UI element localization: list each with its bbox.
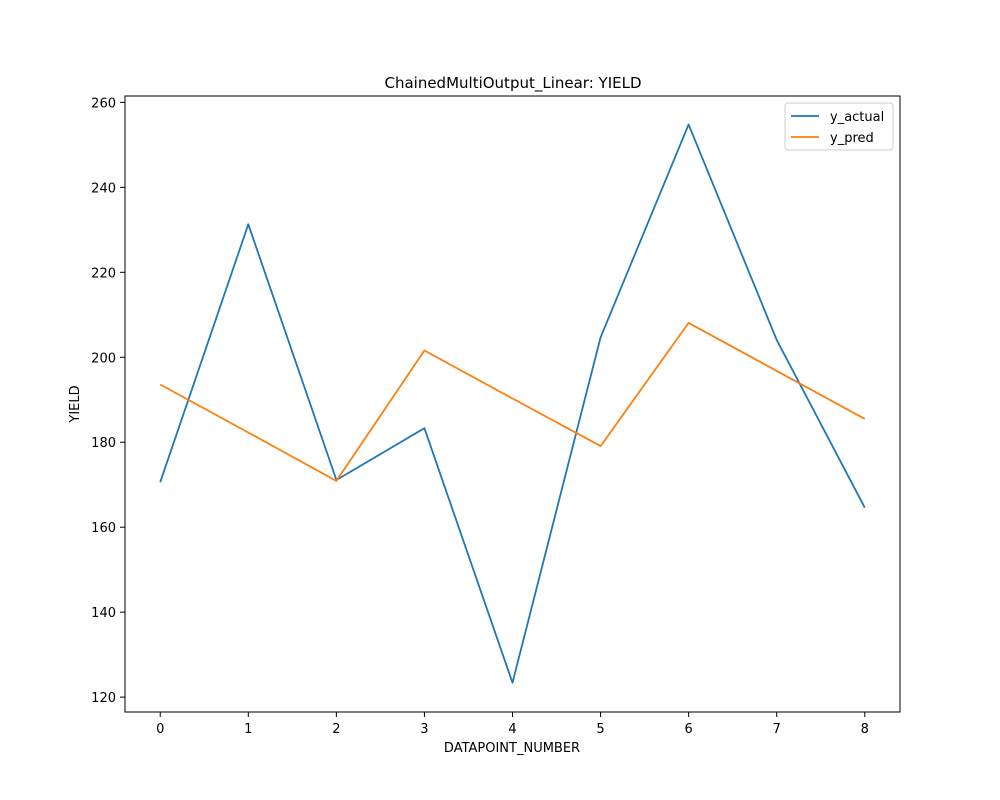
x-tick-label: 2 bbox=[332, 722, 340, 737]
y-tick-label: 260 bbox=[91, 96, 116, 111]
legend-label-y-pred: y_pred bbox=[830, 131, 874, 146]
x-tick-label: 3 bbox=[420, 722, 428, 737]
y-tick-label: 220 bbox=[91, 266, 116, 281]
y-tick-label: 200 bbox=[91, 351, 116, 366]
y-tick-label: 140 bbox=[91, 606, 116, 621]
y-tick-label: 120 bbox=[91, 691, 116, 706]
series-layer bbox=[159, 123, 866, 684]
plot-frame bbox=[124, 95, 901, 713]
x-axis-title: DATAPOINT_NUMBER bbox=[444, 741, 580, 756]
x-tick-label: 6 bbox=[684, 722, 692, 737]
x-tick-label: 5 bbox=[596, 722, 604, 737]
x-tick-label: 0 bbox=[156, 722, 164, 737]
y-tick-label: 180 bbox=[91, 436, 116, 451]
legend: y_actual y_pred bbox=[784, 102, 894, 151]
series-line-y-actual bbox=[159, 123, 866, 684]
x-tick-label: 1 bbox=[244, 722, 252, 737]
legend-label-y-actual: y_actual bbox=[830, 110, 884, 125]
y-tick-label: 240 bbox=[91, 181, 116, 196]
x-tick-label: 4 bbox=[508, 722, 516, 737]
chart-title: ChainedMultiOutput_Linear: YIELD bbox=[384, 74, 641, 93]
x-tick-label: 7 bbox=[773, 722, 781, 737]
y-axis: 120 140 160 180 200 220 240 260 bbox=[91, 96, 125, 706]
x-axis: 0 1 2 3 4 5 6 7 8 bbox=[156, 712, 869, 737]
x-tick-label: 8 bbox=[861, 722, 869, 737]
series-line-y-pred bbox=[159, 321, 866, 482]
legend-box bbox=[784, 102, 894, 151]
y-axis-title: YIELD bbox=[68, 385, 83, 423]
y-tick-label: 160 bbox=[91, 521, 116, 536]
